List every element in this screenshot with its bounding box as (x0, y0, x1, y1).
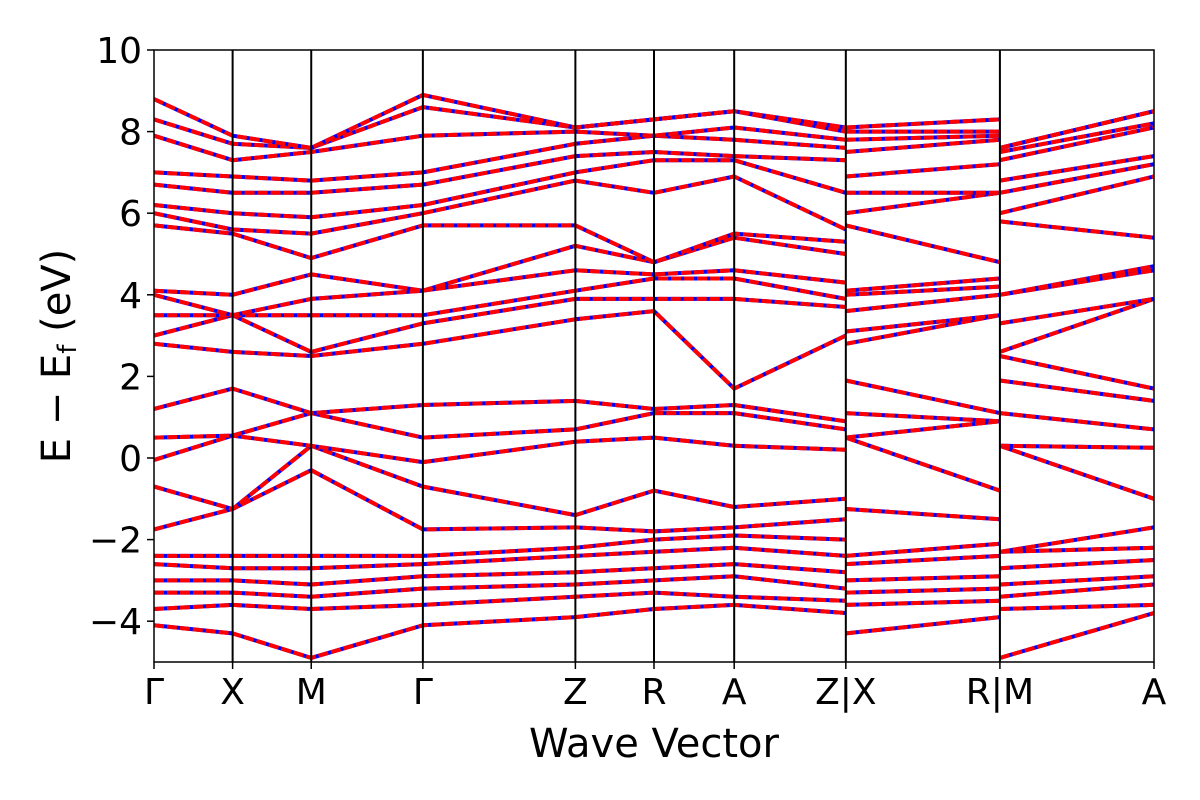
band-22-red (154, 121, 1154, 163)
band-21-red (154, 125, 1154, 183)
band-8-red (154, 435, 1154, 518)
band-24-red (154, 92, 1154, 150)
x-tick-label: A (722, 672, 747, 713)
band-3-red (154, 574, 1154, 599)
x-tick-label: X (220, 672, 245, 713)
high-symmetry-lines (231, 50, 1001, 662)
x-tick-label: M (296, 672, 327, 713)
y-tick-label: 4 (119, 276, 142, 317)
y-axis-label-main: E − E (34, 354, 80, 464)
y-tick-label: 0 (119, 439, 142, 480)
y-axis-label-unit: (eV) (34, 249, 80, 345)
band-11-red (154, 378, 1154, 424)
y-tick-label: 10 (96, 31, 142, 72)
band-16-red (154, 235, 1154, 297)
y-tick-label: 6 (119, 194, 142, 235)
y-tick-label: −4 (89, 602, 142, 643)
x-tick-label: R|M (966, 672, 1034, 713)
band-13-red (154, 296, 1154, 354)
y-tick-label: 8 (119, 113, 142, 154)
y-axis-label-subscript: f (53, 344, 83, 354)
y-tick-label: 2 (119, 357, 142, 398)
bands-layer (154, 92, 1154, 660)
band-7-red (154, 468, 1154, 554)
band-18-red (154, 174, 1154, 236)
band-5-red (154, 545, 1154, 571)
x-tick-label: Γ (413, 672, 433, 713)
band-9-red (154, 419, 1154, 465)
x-tick-label: R (641, 672, 666, 713)
x-axis-label: Wave Vector (529, 721, 780, 767)
y-axis-ticks: −4 −2 0 2 4 6 8 10 (89, 31, 154, 643)
band-2-red (154, 590, 1154, 611)
band-19-red (154, 158, 1154, 220)
x-tick-label: Γ (144, 672, 164, 713)
band-1-red (154, 602, 1154, 660)
band-17-red (154, 219, 1154, 265)
band-12-red (154, 309, 1154, 391)
band-10-red (154, 411, 1154, 440)
y-tick-label: −2 (89, 521, 142, 562)
x-axis-ticks: Γ X M Γ Z R A Z|X R|M A (144, 662, 1167, 713)
band-20-red (154, 150, 1154, 195)
x-tick-label: Z (563, 672, 588, 713)
y-axis-label: E − Ef (eV) (34, 249, 83, 464)
x-tick-label: Z|X (815, 672, 876, 713)
band-14-red (154, 276, 1154, 326)
band-6-red (154, 533, 1154, 558)
band-4-red (154, 562, 1154, 587)
x-tick-label: A (1142, 672, 1167, 713)
